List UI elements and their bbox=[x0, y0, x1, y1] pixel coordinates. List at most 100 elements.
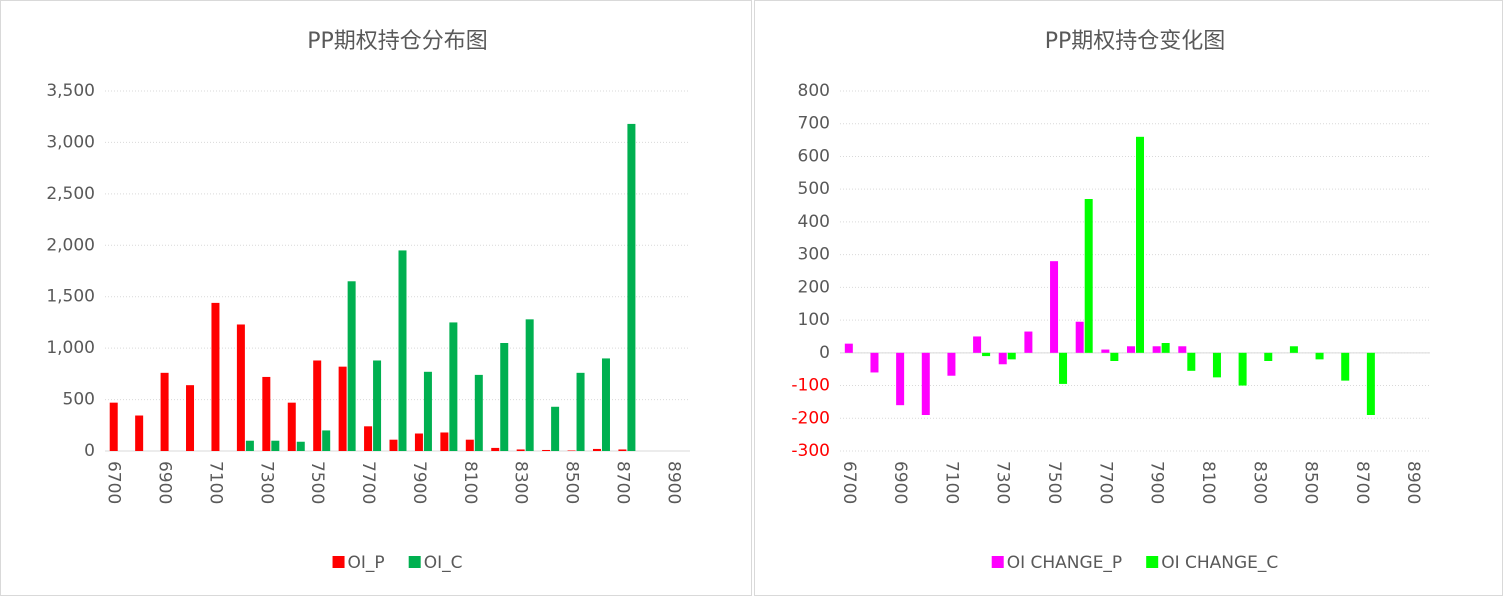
bar bbox=[465, 439, 474, 451]
bar bbox=[262, 376, 271, 451]
bar bbox=[870, 352, 879, 373]
x-tick-label: 7900 bbox=[409, 461, 429, 504]
bar bbox=[1161, 343, 1170, 353]
bar bbox=[627, 123, 636, 452]
x-tick-label: 8900 bbox=[663, 461, 683, 504]
chart-panel: PP期权持仓分布图 0 500 1,000 1,500 2,000 2,500 3,000 3,… bbox=[0, 0, 752, 596]
x-tick-label: 7700 bbox=[1095, 461, 1115, 504]
bar bbox=[1059, 352, 1068, 384]
bar bbox=[1315, 352, 1324, 360]
bar bbox=[551, 406, 560, 451]
bar bbox=[135, 415, 144, 451]
bar bbox=[160, 372, 169, 451]
bar bbox=[844, 343, 853, 353]
y-tick-label: 500 bbox=[798, 179, 830, 199]
x-tick-label: 7300 bbox=[256, 461, 276, 504]
bar bbox=[1264, 352, 1273, 361]
legend-label: OI CHANGE_C bbox=[1161, 553, 1278, 573]
bar bbox=[1341, 352, 1350, 381]
bar bbox=[1238, 352, 1247, 386]
x-tick-label: 8300 bbox=[1249, 461, 1269, 504]
panel-border bbox=[0, 0, 752, 596]
bar bbox=[896, 352, 905, 406]
y-tick-label: 300 bbox=[798, 245, 830, 265]
bar bbox=[542, 449, 551, 451]
y-tick-label: 200 bbox=[798, 277, 830, 297]
bar bbox=[440, 432, 449, 451]
x-tick-label: 6900 bbox=[155, 461, 175, 504]
x-tick-label: 6900 bbox=[890, 461, 910, 504]
legend: OI CHANGE_P OI CHANGE_C bbox=[991, 553, 1278, 573]
y-tick-label: 1,500 bbox=[46, 287, 95, 307]
y-tick-label: 0 bbox=[84, 441, 95, 461]
bar bbox=[921, 352, 930, 415]
bar bbox=[1110, 352, 1119, 361]
x-tick-label: 7500 bbox=[307, 461, 327, 504]
y-tick-label: 3,000 bbox=[46, 132, 95, 152]
bar bbox=[576, 372, 585, 451]
bar bbox=[364, 426, 373, 451]
x-tick-label: 7700 bbox=[358, 461, 378, 504]
bar bbox=[1152, 346, 1161, 353]
y-tick-label: 700 bbox=[798, 114, 830, 134]
x-tick-label: 8100 bbox=[460, 461, 480, 504]
y-tick-label: -300 bbox=[791, 441, 830, 461]
bar bbox=[601, 358, 610, 451]
y-tick-label: 2,000 bbox=[46, 235, 95, 255]
y-tick-label: 600 bbox=[798, 146, 830, 166]
y-tick-label: -100 bbox=[791, 376, 830, 396]
bar bbox=[296, 441, 305, 451]
bar bbox=[618, 449, 627, 451]
bar bbox=[525, 319, 534, 451]
bar bbox=[1084, 199, 1093, 353]
bar bbox=[1007, 352, 1016, 360]
bar bbox=[973, 336, 982, 353]
legend-swatch bbox=[408, 556, 421, 568]
bar bbox=[567, 450, 576, 451]
y-tick-label: 0 bbox=[819, 343, 830, 363]
x-tick-label: 8700 bbox=[612, 461, 632, 504]
x-tick-label: 8900 bbox=[1403, 461, 1423, 504]
legend-label: OI_C bbox=[424, 553, 463, 573]
bar bbox=[1136, 136, 1144, 353]
bar bbox=[347, 281, 356, 451]
chart-panel: PP期权持仓变化图 -300 -200 -100 0 100 200 300 400 500 600… bbox=[754, 0, 1503, 596]
x-tick-label: 8700 bbox=[1352, 461, 1372, 504]
bar bbox=[1024, 331, 1033, 353]
bar bbox=[449, 322, 458, 451]
bar bbox=[1075, 321, 1084, 353]
y-tick-label: 1,000 bbox=[46, 338, 95, 358]
y-tick-label: 500 bbox=[63, 390, 95, 410]
bar bbox=[287, 402, 296, 451]
bar bbox=[389, 439, 398, 451]
bar bbox=[1101, 349, 1110, 353]
bar bbox=[313, 360, 322, 451]
x-tick-label: 6700 bbox=[104, 461, 124, 504]
bar bbox=[491, 447, 500, 451]
y-tick-label: 100 bbox=[798, 310, 830, 330]
legend: OI_P OI_C bbox=[332, 553, 463, 573]
y-tick-label: 800 bbox=[798, 81, 830, 101]
panel-border bbox=[754, 0, 1503, 596]
legend-swatch bbox=[1146, 556, 1159, 568]
bar bbox=[186, 385, 195, 451]
x-tick-label: 7100 bbox=[205, 461, 225, 504]
bar bbox=[236, 324, 245, 451]
bar bbox=[500, 343, 509, 451]
bar bbox=[109, 402, 118, 451]
x-tick-label: 6700 bbox=[839, 461, 859, 504]
y-tick-label: 3,500 bbox=[46, 81, 95, 101]
bar bbox=[592, 448, 601, 451]
bar bbox=[398, 250, 407, 451]
x-tick-label: 7900 bbox=[1147, 461, 1167, 504]
x-tick-label: 8500 bbox=[1301, 461, 1321, 504]
bar bbox=[982, 352, 991, 357]
x-tick-label: 8100 bbox=[1198, 461, 1218, 504]
legend-label: OI_P bbox=[348, 553, 385, 573]
legend-label: OI CHANGE_P bbox=[1007, 553, 1122, 573]
bar bbox=[1127, 346, 1135, 353]
bar bbox=[1050, 261, 1059, 353]
bar bbox=[1366, 352, 1375, 415]
x-tick-label: 8500 bbox=[562, 461, 582, 504]
